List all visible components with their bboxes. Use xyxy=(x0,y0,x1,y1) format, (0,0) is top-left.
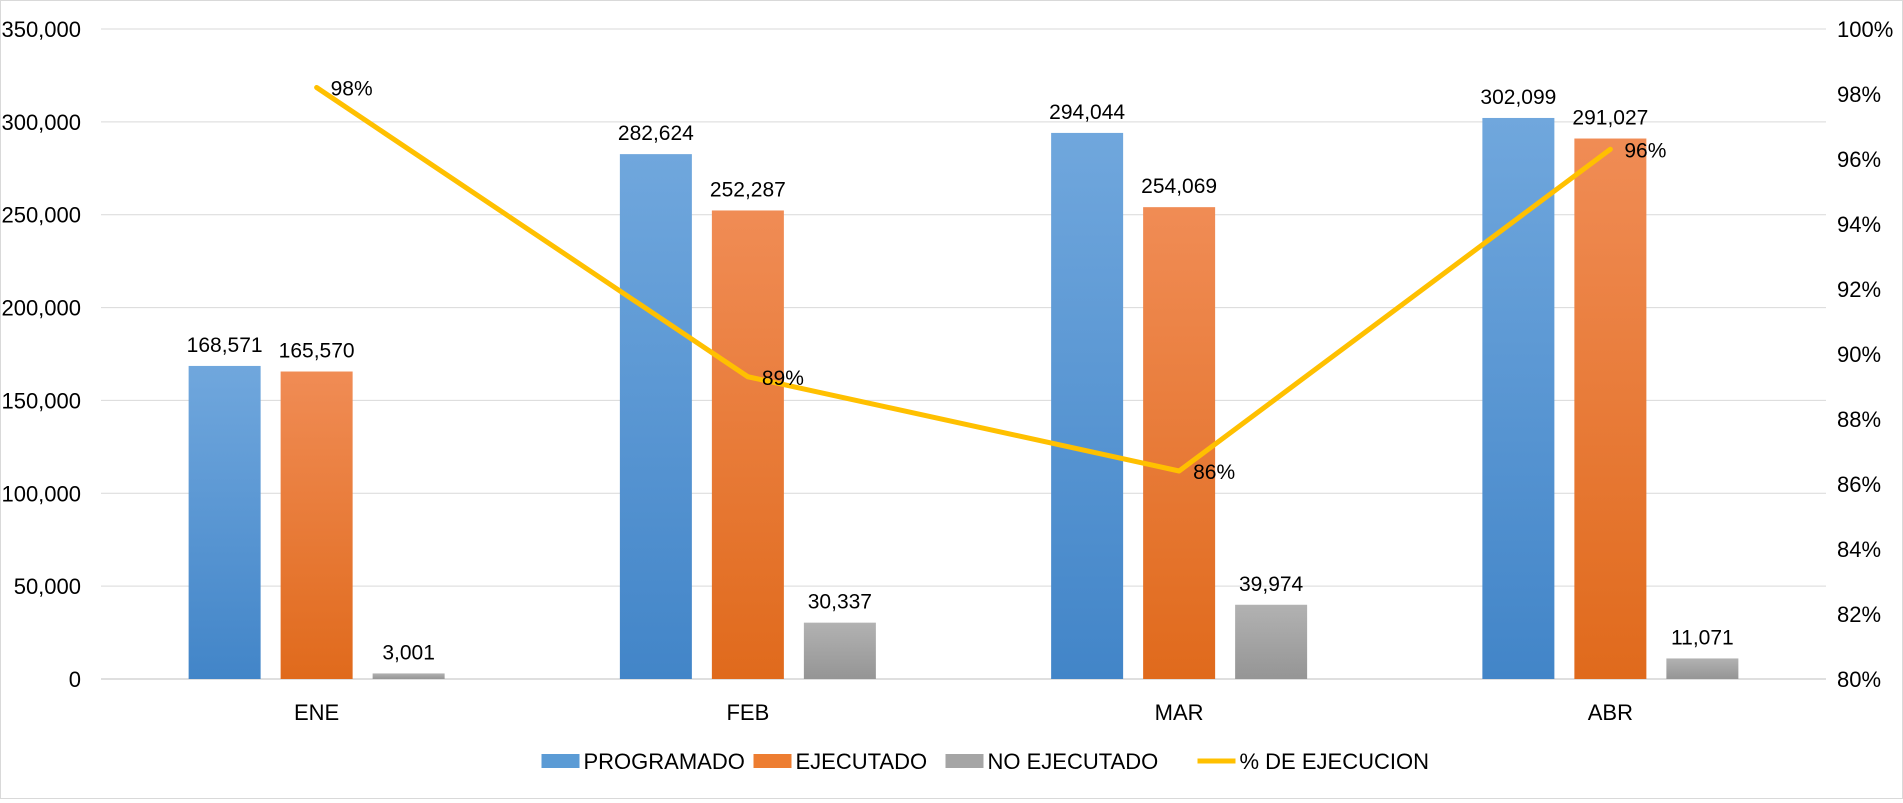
legend-label: % DE EJECUCION xyxy=(1240,749,1429,774)
legend-swatch xyxy=(753,754,792,768)
y-right-tick-label: 100% xyxy=(1837,17,1893,42)
y-left-tick-label: 100,000 xyxy=(1,481,81,506)
bar-data-label: 11,071 xyxy=(1671,626,1734,649)
y-left-tick-label: 0 xyxy=(69,667,81,692)
legend-swatch xyxy=(945,754,984,768)
bar-no-ejecutado xyxy=(372,673,445,679)
y-left-tick-label: 150,000 xyxy=(1,388,81,413)
line-data-label: 86% xyxy=(1193,461,1235,484)
y-right-tick-label: 92% xyxy=(1837,277,1881,302)
bar-no-ejecutado xyxy=(1235,604,1308,679)
bars-layer xyxy=(188,117,1739,680)
bar-no-ejecutado xyxy=(803,622,876,679)
legend-swatch xyxy=(541,754,580,768)
bar-no-ejecutado xyxy=(1666,658,1739,679)
y-left-tick-label: 200,000 xyxy=(1,296,81,321)
y-right-tick-label: 90% xyxy=(1837,342,1881,367)
y-right-tick-label: 96% xyxy=(1837,147,1881,172)
y-right-tick-label: 80% xyxy=(1837,667,1881,692)
y-right-tick-label: 88% xyxy=(1837,407,1881,432)
x-category-label: ENE xyxy=(294,700,339,725)
bar-data-label: 302,099 xyxy=(1480,86,1556,109)
y-axis-right: 80% 82% 84% 86% 88% 90% 92% 94% 96% 98% 100% xyxy=(1837,17,1893,692)
bar-ejecutado xyxy=(711,210,784,680)
bar-programado xyxy=(619,154,692,680)
data-labels-layer: 168,571 165,570 3,001 282,624 252,287 30,337 2… xyxy=(187,78,1734,665)
legend: PROGRAMADO EJECUTADO NO EJECUTADO % DE EJEC… xyxy=(541,749,1429,774)
bar-data-label: 168,571 xyxy=(187,334,263,357)
gridlines xyxy=(101,28,1826,680)
line-layer xyxy=(314,85,1613,474)
bar-data-label: 254,069 xyxy=(1141,175,1217,198)
y-right-tick-label: 82% xyxy=(1837,602,1881,627)
y-left-tick-label: 250,000 xyxy=(1,203,81,228)
x-axis: ENE FEB MAR ABR xyxy=(294,700,1633,725)
line-data-label: 96% xyxy=(1624,139,1666,162)
y-right-tick-label: 86% xyxy=(1837,472,1881,497)
bar-programado xyxy=(188,365,261,679)
y-right-tick-label: 98% xyxy=(1837,82,1881,107)
y-right-tick-label: 94% xyxy=(1837,212,1881,237)
bar-data-label: 3,001 xyxy=(382,641,435,664)
y-left-tick-label: 300,000 xyxy=(1,110,81,135)
y-axis-left: 0 50,000 100,000 150,000 200,000 250,000 300,0… xyxy=(1,17,81,692)
x-category-label: FEB xyxy=(726,700,769,725)
bar-ejecutado xyxy=(1574,138,1647,679)
bar-data-label: 282,624 xyxy=(618,122,694,145)
bar-data-label: 291,027 xyxy=(1572,107,1648,130)
y-left-tick-label: 50,000 xyxy=(14,574,81,599)
legend-label: EJECUTADO xyxy=(796,749,928,774)
bar-data-label: 294,044 xyxy=(1049,101,1125,124)
line-data-label: 98% xyxy=(331,78,373,101)
legend-label: PROGRAMADO xyxy=(584,749,745,774)
bar-data-label: 39,974 xyxy=(1239,573,1304,596)
y-right-tick-label: 84% xyxy=(1837,537,1881,562)
bar-data-label: 165,570 xyxy=(279,340,355,363)
line-ejecucion xyxy=(314,85,1613,474)
bar-programado xyxy=(1051,132,1124,680)
legend-label: NO EJECUTADO xyxy=(988,749,1159,774)
bar-programado xyxy=(1482,117,1555,680)
bar-data-label: 30,337 xyxy=(808,591,872,614)
line-data-label: 89% xyxy=(762,367,804,390)
bar-data-label: 252,287 xyxy=(710,178,786,201)
y-left-tick-label: 350,000 xyxy=(1,17,81,42)
x-category-label: MAR xyxy=(1155,700,1204,725)
x-category-label: ABR xyxy=(1588,700,1633,725)
bar-ejecutado xyxy=(280,371,353,679)
bar-ejecutado xyxy=(1143,207,1216,679)
